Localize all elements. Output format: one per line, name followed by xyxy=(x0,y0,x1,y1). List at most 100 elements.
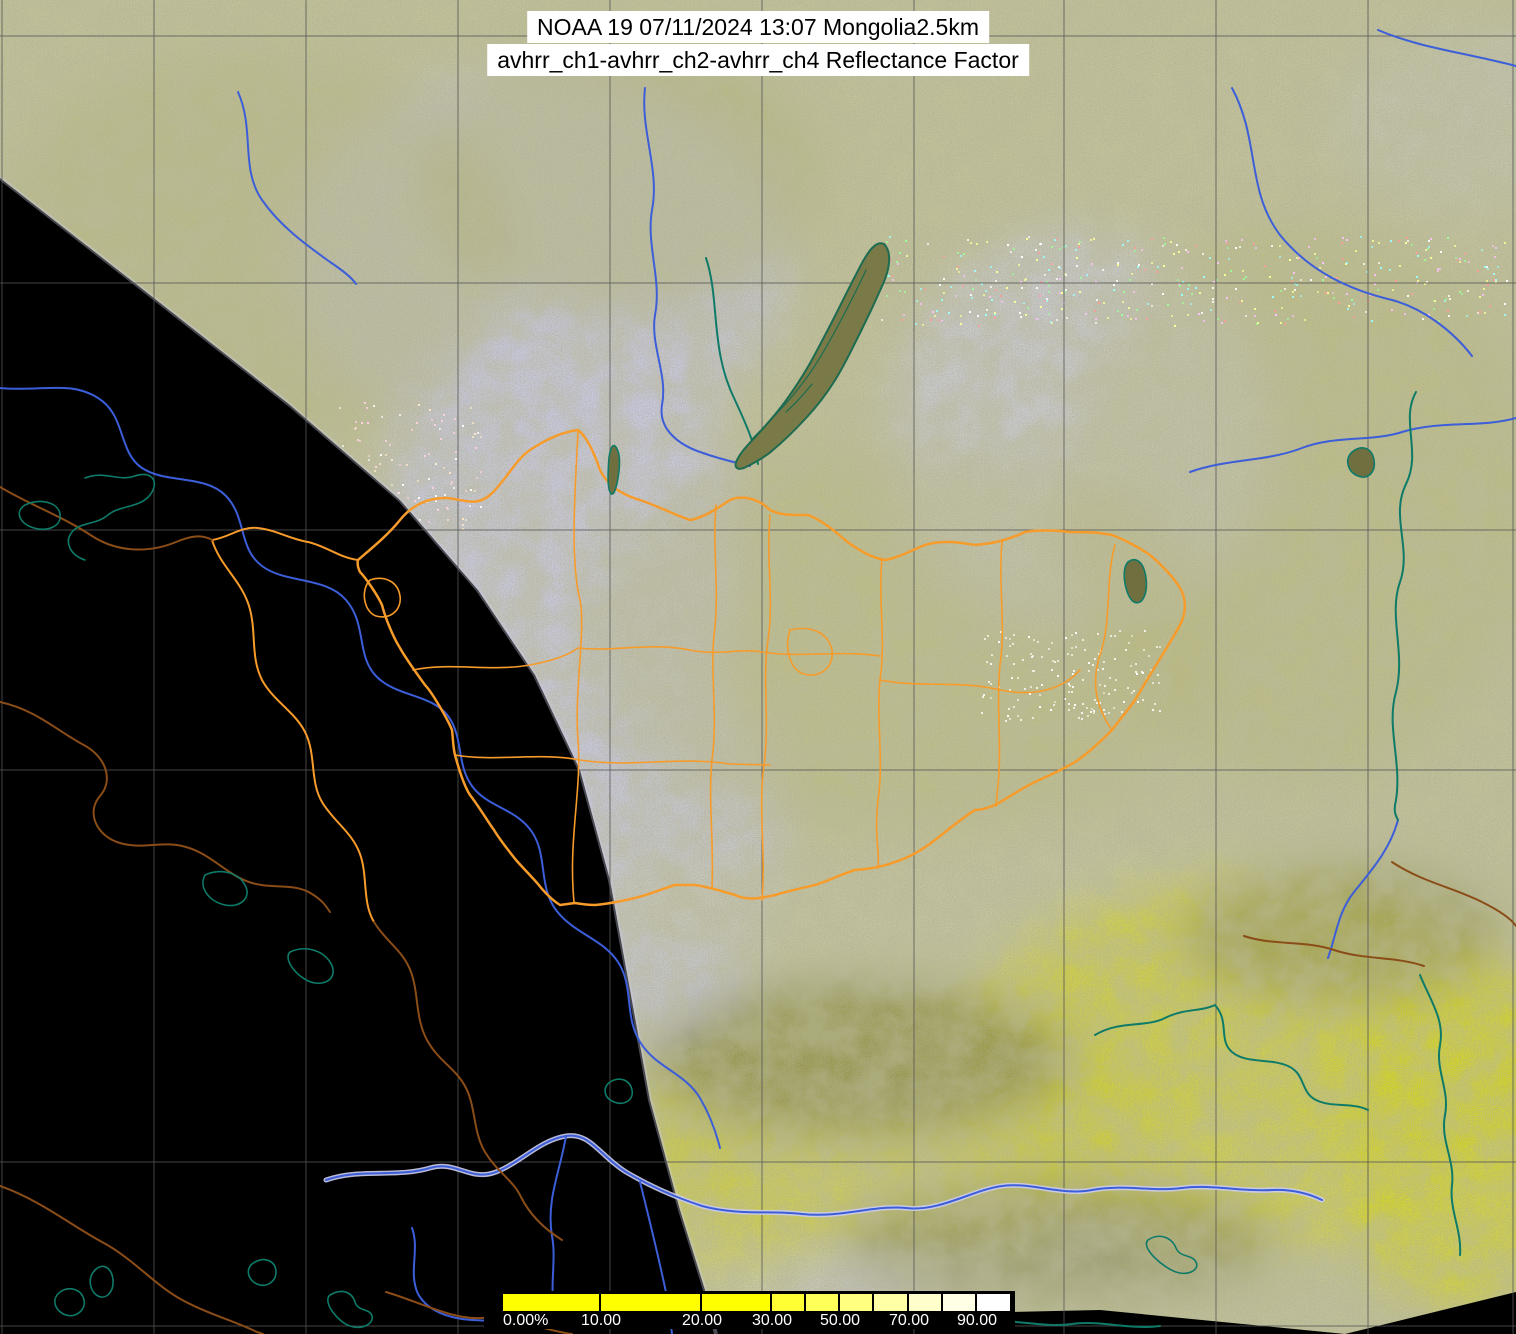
speckle-dot xyxy=(990,697,992,699)
speckle-dot xyxy=(1071,691,1073,693)
speckle-dot xyxy=(976,243,978,245)
border-brown-left-b xyxy=(0,701,331,913)
speckle-dot xyxy=(1081,712,1083,714)
speckle-dot xyxy=(1019,312,1021,314)
speckle-dot xyxy=(455,451,457,453)
speckle-dot xyxy=(1137,266,1139,268)
speckle-dot xyxy=(1107,317,1109,319)
speckle-dot xyxy=(1113,707,1115,709)
speckle-dot xyxy=(1440,251,1442,253)
speckle-dot xyxy=(1022,659,1024,661)
speckle-dot xyxy=(1284,288,1286,290)
speckle-dot xyxy=(1114,689,1116,691)
speckle-dot xyxy=(462,518,464,520)
speckle-dot xyxy=(1017,699,1019,701)
speckle-dot xyxy=(1495,247,1497,249)
speckle-dot xyxy=(1009,689,1011,691)
speckle-dot xyxy=(1377,289,1379,291)
speckle-dot xyxy=(1489,305,1491,307)
speckle-dot xyxy=(1346,262,1348,264)
speckle-dot xyxy=(1224,274,1226,276)
speckle-dot xyxy=(1363,263,1365,265)
speckle-dot xyxy=(1390,240,1392,242)
speckle-dot xyxy=(1477,270,1479,272)
teal-lake-left-a xyxy=(18,500,61,530)
speckle-dot xyxy=(1076,265,1078,267)
mongolia-border xyxy=(356,428,1187,907)
speckle-dot xyxy=(1013,248,1015,250)
speckle-dot xyxy=(984,638,986,640)
river-top-right xyxy=(1189,417,1516,473)
speckle-dot xyxy=(1447,237,1449,239)
speckle-dot xyxy=(1173,253,1175,255)
river-bottom-long xyxy=(325,1134,1323,1216)
speckle-dot xyxy=(1466,315,1468,317)
speckle-dot xyxy=(1123,701,1125,703)
speckle-dot xyxy=(1056,319,1058,321)
speckle-dot xyxy=(469,505,471,507)
speckle-dot xyxy=(1079,241,1081,243)
speckle-dot xyxy=(1151,262,1153,264)
speckle-dot xyxy=(454,418,456,420)
speckle-dot xyxy=(1093,710,1095,712)
speckle-dot xyxy=(1274,310,1276,312)
speckle-dot xyxy=(476,477,478,479)
speckle-dot xyxy=(1088,670,1090,672)
speckle-dot xyxy=(1103,302,1105,304)
speckle-dot xyxy=(435,495,437,497)
speckle-dot xyxy=(1212,298,1214,300)
speckle-dot xyxy=(1084,649,1086,651)
colorbar-tick-label: 30.00 xyxy=(751,1312,793,1329)
speckle-dot xyxy=(1151,238,1153,240)
speckle-dot xyxy=(1254,308,1256,310)
speckle-dot xyxy=(1332,292,1334,294)
speckle-dot xyxy=(1020,281,1022,283)
speckle-dot xyxy=(1082,679,1084,681)
speckle-dot xyxy=(1279,245,1281,247)
teal-cluster-cloudband xyxy=(1145,1235,1198,1275)
speckle-dot xyxy=(1422,318,1424,320)
speckle-dot xyxy=(1144,630,1146,632)
speckle-dot xyxy=(1212,301,1214,303)
lake-khovsgol xyxy=(607,444,621,495)
speckle-dot xyxy=(1380,267,1382,269)
speckle-dot xyxy=(1103,709,1105,711)
speckle-dot xyxy=(1135,663,1137,665)
speckle-dot xyxy=(1487,268,1489,270)
speckle-dot xyxy=(1428,246,1430,248)
speckle-dot xyxy=(1190,303,1192,305)
speckle-dot xyxy=(1146,318,1148,320)
speckle-dot xyxy=(1199,292,1201,294)
speckle-dot xyxy=(1504,314,1506,316)
border-brown-right-b xyxy=(1391,861,1516,927)
speckle-dot xyxy=(475,447,477,449)
speckle-dot xyxy=(1241,239,1243,241)
colorbar-segment-80-90 xyxy=(943,1294,977,1311)
speckle-dot xyxy=(936,310,938,312)
speckle-dot xyxy=(1113,289,1115,291)
speckle-dot xyxy=(1203,276,1205,278)
speckle-dot xyxy=(1292,291,1294,293)
speckle-dot xyxy=(1269,276,1271,278)
speckle-dot xyxy=(451,481,453,483)
speckle-dot xyxy=(354,428,356,430)
speckle-dot xyxy=(1028,636,1030,638)
speckle-dot xyxy=(364,402,366,404)
speckle-dot xyxy=(1338,302,1340,304)
speckle-dot xyxy=(1005,720,1007,722)
aimag-border-4 xyxy=(875,557,884,869)
speckle-dot xyxy=(901,319,903,321)
speckle-dot xyxy=(1417,255,1419,257)
speckle-dot xyxy=(995,280,997,282)
speckle-dot xyxy=(986,661,988,663)
colorbar-segment-60-70 xyxy=(874,1294,909,1311)
speckle-dot xyxy=(1191,293,1193,295)
speckle-dot xyxy=(1296,284,1298,286)
speckle-dot xyxy=(1052,660,1054,662)
speckle-dot xyxy=(359,440,361,442)
speckle-dot xyxy=(1073,707,1075,709)
speckle-dot xyxy=(1351,299,1353,301)
speckle-dot xyxy=(922,324,924,326)
speckle-dot xyxy=(399,414,401,416)
speckle-dot xyxy=(1017,715,1019,717)
